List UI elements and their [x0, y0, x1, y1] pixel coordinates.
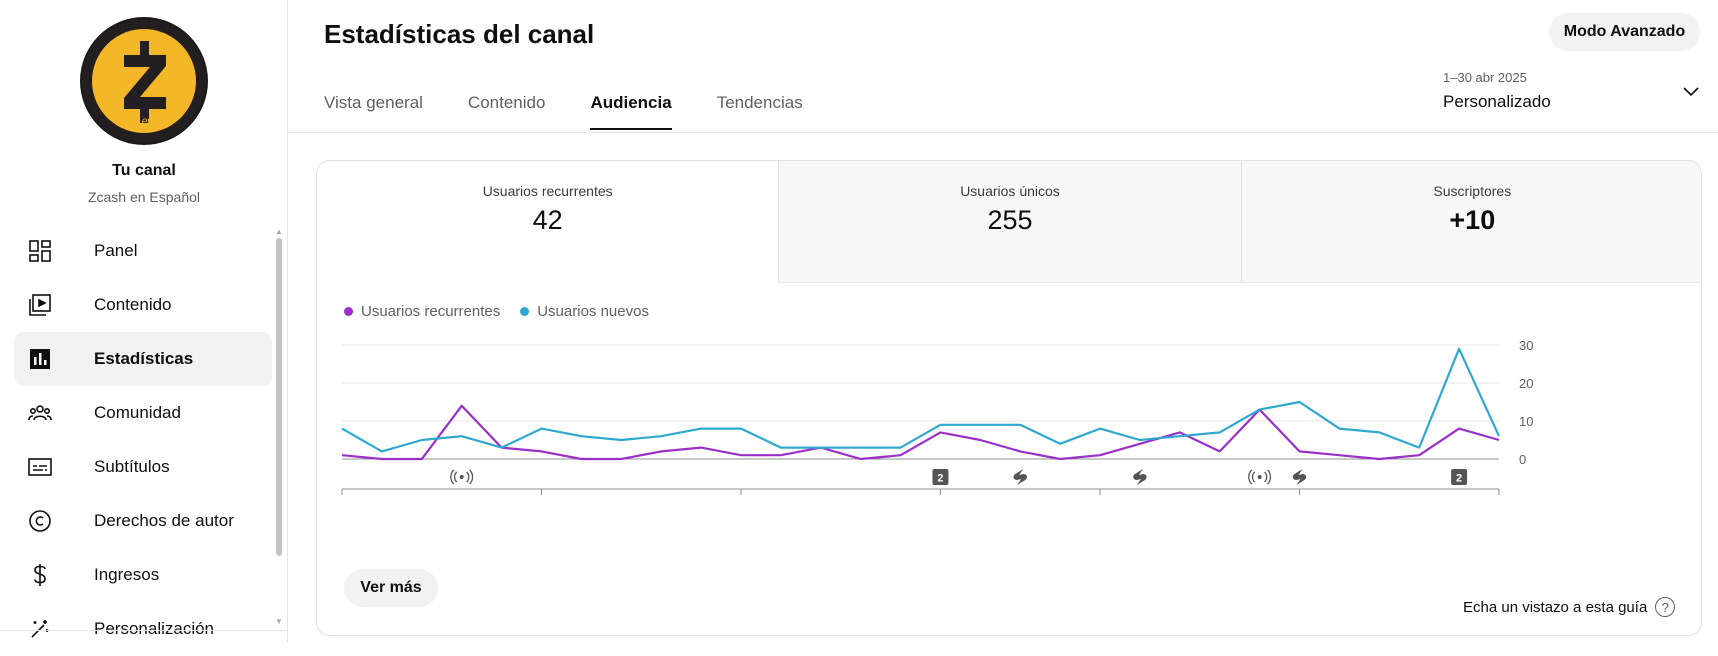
sidebar-item-personalizacion[interactable]: Personalización — [14, 602, 272, 656]
channel-avatar[interactable]: Zcash en español — [80, 17, 208, 145]
guide-link[interactable]: Echa un vistazo a esta guía ? — [1463, 597, 1676, 617]
series-line-returning — [341, 404, 1500, 461]
metric-unique-users[interactable]: Usuarios únicos 255 — [778, 161, 1241, 283]
x-tick-label: 25 abr 2025 — [1262, 499, 1337, 501]
subtitles-icon — [28, 455, 52, 479]
x-tick-label: 6 abr 2025 — [508, 499, 575, 501]
metric-label: Usuarios recurrentes — [482, 183, 613, 199]
dollar-icon — [28, 563, 52, 587]
metric-value: 42 — [532, 205, 563, 235]
tab-contenido[interactable]: Contenido — [467, 93, 546, 112]
legend-dot-returning — [344, 307, 353, 316]
analytics-icon — [28, 347, 52, 371]
shorts-icon — [1292, 469, 1307, 485]
y-tick-label: 30 — [1519, 338, 1533, 353]
date-range-selector[interactable]: 1–30 abr 2025 Personalizado — [1443, 70, 1693, 112]
sidebar-item-label: Ingresos — [94, 565, 160, 584]
scroll-up-arrow[interactable]: ▲ — [275, 227, 283, 236]
line-chart[interactable]: 30 20 10 0 1 abr 2025 6 abr 2025 11 abr 2025 16… — [317, 331, 1702, 501]
upload-badge — [1451, 469, 1468, 485]
sidebar-item-comunidad[interactable]: Comunidad — [14, 386, 272, 440]
metric-returning-users[interactable]: Usuarios recurrentes 42 — [317, 161, 779, 283]
live-icon-waves — [450, 469, 474, 485]
live-icon — [1257, 475, 1262, 479]
audience-card: Usuarios recurrentes 42 Usuarios únicos … — [316, 160, 1702, 636]
sidebar-scrollbar[interactable] — [276, 238, 282, 556]
x-tick-label: 30 abr 2025 — [1424, 499, 1499, 501]
x-tick-label: 1 abr 2025 — [342, 499, 409, 501]
sidebar-item-label: Subtítulos — [94, 457, 170, 476]
date-range-label: Personalizado — [1443, 92, 1551, 111]
legend-label: Usuarios nuevos — [537, 303, 649, 320]
page-title: Estadísticas del canal — [324, 19, 595, 49]
upload-badge-count: 2 — [937, 473, 943, 485]
help-icon: ? — [1655, 597, 1676, 617]
tab-vista-general[interactable]: Vista general — [324, 93, 423, 112]
legend-label: Usuarios recurrentes — [361, 303, 501, 320]
customization-icon — [28, 617, 52, 641]
metric-value: +10 — [1449, 205, 1496, 235]
metric-label: Suscriptores — [1433, 183, 1512, 199]
channel-title: Tu canal — [112, 162, 176, 179]
dashboard-icon — [28, 239, 52, 263]
see-more-button[interactable]: Ver más — [344, 569, 438, 607]
metric-label: Usuarios únicos — [960, 183, 1060, 199]
shorts-icon — [1133, 469, 1147, 485]
x-tick-label: 20 abr 2025 — [1063, 499, 1138, 501]
main-content: Estadísticas del canal Modo Avanzado Vis… — [289, 0, 1718, 642]
upload-badge — [932, 469, 949, 485]
metric-value: 255 — [987, 205, 1033, 235]
sidebar-item-label: Contenido — [94, 295, 172, 314]
sidebar-item-estadisticas[interactable]: Estadísticas — [14, 332, 272, 386]
tab-tendencias[interactable]: Tendencias — [716, 93, 803, 112]
sidebar-item-label: Derechos de autor — [94, 511, 234, 530]
chevron-down-icon[interactable] — [1683, 84, 1699, 102]
sidebar-item-subtitulos[interactable]: Subtítulos — [14, 440, 272, 494]
date-range-dates: 1–30 abr 2025 — [1443, 70, 1527, 85]
tab-bar: Vista general Contenido Audiencia Tenden… — [324, 93, 848, 133]
legend-item-new[interactable]: Usuarios nuevos — [520, 303, 649, 320]
sidebar-item-ingresos[interactable]: Ingresos — [14, 548, 272, 602]
sidebar-item-label: Estadísticas — [94, 349, 194, 368]
sidebar-item-label: Panel — [94, 241, 138, 260]
legend-item-returning[interactable]: Usuarios recurrentes — [344, 303, 500, 320]
series-line-new — [341, 347, 1501, 453]
metrics-row: Usuarios recurrentes 42 Usuarios únicos … — [317, 161, 1701, 283]
sidebar-nav: Panel Contenido Estadísticas — [14, 224, 272, 656]
sidebar: Zcash en español Tu canal Zcash en Españ… — [0, 0, 288, 642]
tabs-divider — [289, 132, 1718, 133]
guide-text: Echa un vistazo a esta guía — [1463, 598, 1648, 616]
y-tick-label: 20 — [1519, 376, 1533, 391]
sidebar-item-label: Personalización — [94, 619, 215, 638]
live-icon — [459, 475, 464, 479]
sidebar-item-panel[interactable]: Panel — [14, 224, 272, 278]
metric-subscribers[interactable]: Suscriptores +10 — [1240, 161, 1701, 283]
upload-badge-count: 2 — [1456, 473, 1462, 485]
y-tick-label: 0 — [1519, 452, 1526, 467]
scroll-down-arrow[interactable]: ▼ — [275, 617, 283, 626]
x-tick-label: 16 abr 2025 — [903, 499, 978, 501]
shorts-icon — [1013, 469, 1027, 485]
live-icon-waves — [1248, 469, 1272, 485]
channel-name: Zcash en Español — [87, 189, 201, 205]
chart-legend: Usuarios recurrentes Usuarios nuevos — [344, 303, 669, 320]
sidebar-item-label: Comunidad — [94, 403, 181, 422]
community-icon — [28, 401, 52, 425]
sidebar-item-contenido[interactable]: Contenido — [14, 278, 272, 332]
legend-dot-new — [520, 307, 530, 316]
y-tick-label: 10 — [1519, 414, 1533, 429]
content-icon — [28, 293, 52, 317]
tab-audiencia[interactable]: Audiencia — [590, 93, 672, 133]
sidebar-item-derechos[interactable]: Derechos de autor — [14, 494, 272, 548]
advanced-mode-button[interactable]: Modo Avanzado — [1549, 13, 1700, 51]
copyright-icon — [28, 509, 52, 533]
x-tick-label: 11 abr 2025 — [704, 499, 778, 501]
sidebar-divider — [0, 630, 288, 631]
